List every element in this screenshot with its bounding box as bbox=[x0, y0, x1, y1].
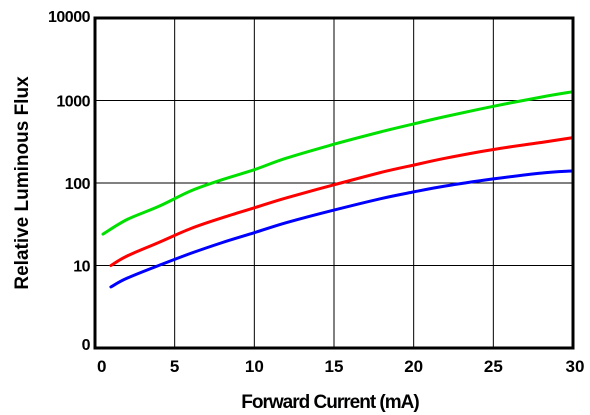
green-series-line bbox=[101, 90, 575, 236]
plot-frame bbox=[93, 16, 575, 350]
y-tick-label-10000: 10000 bbox=[48, 9, 91, 26]
x-tick-label-10: 10 bbox=[245, 357, 264, 376]
x-tick-label-5: 5 bbox=[170, 357, 179, 376]
x-tick-label-30: 30 bbox=[566, 357, 585, 376]
x-tick-label-20: 20 bbox=[404, 357, 423, 376]
y-tick-label-10: 10 bbox=[73, 259, 90, 276]
red-series-line bbox=[109, 136, 575, 267]
y-tick-label-1000: 1000 bbox=[56, 94, 90, 111]
y-tick-label-100: 100 bbox=[65, 176, 91, 193]
series-layer bbox=[101, 90, 575, 289]
y-tick-label-0: 0 bbox=[82, 337, 91, 354]
x-tick-label-0: 0 bbox=[97, 357, 106, 376]
grid bbox=[95, 18, 573, 348]
x-tick-label-15: 15 bbox=[325, 357, 344, 376]
x-tick-label-25: 25 bbox=[484, 357, 503, 376]
tick-labels: 0 5 10 15 20 25 30 0 10 100 1000 10000 bbox=[48, 9, 584, 376]
x-axis-label: Forward Current (mA) bbox=[241, 392, 419, 413]
blue-series-line bbox=[109, 169, 575, 289]
y-axis-label: Relative Luminous Flux bbox=[12, 76, 33, 290]
